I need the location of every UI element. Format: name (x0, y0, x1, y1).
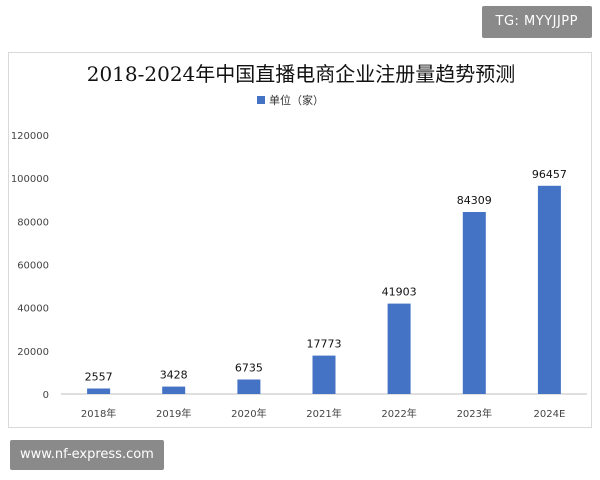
x-tick-label: 2021年 (306, 407, 341, 420)
bars-group: 2557 3428 6735 17773 41903 84309 96457 (85, 168, 567, 394)
data-label: 17773 (307, 338, 342, 351)
bar (387, 303, 411, 394)
y-axis-ticks: 0 20000 40000 60000 80000 100000 120000 (11, 131, 49, 401)
bar (462, 212, 486, 394)
watermark-top: TG: MYYJJPP (481, 6, 592, 38)
chart-title: 2018-2024年中国直播电商企业注册量趋势预测 (87, 62, 516, 86)
bar (312, 355, 336, 394)
x-tick-label: 2022年 (381, 407, 416, 420)
data-label: 3428 (160, 369, 188, 382)
y-tick-label: 20000 (17, 347, 49, 358)
data-label: 96457 (532, 168, 567, 181)
data-label: 41903 (382, 286, 417, 299)
y-tick-label: 0 (43, 390, 49, 401)
y-tick-label: 120000 (11, 131, 49, 142)
bar-chart: 2018-2024年中国直播电商企业注册量趋势预测 单位（家） 0 20000 40… (11, 62, 587, 420)
legend-label: 单位（家） (269, 93, 324, 107)
data-label: 2557 (85, 371, 113, 384)
x-tick-label: 2019年 (156, 407, 191, 420)
x-tick-label: 2018年 (81, 407, 116, 420)
x-axis-ticks: 2018年 2019年 2020年 2021年 2022年 2023年 2024E (81, 407, 565, 420)
y-tick-label: 40000 (17, 304, 49, 315)
y-tick-label: 60000 (17, 261, 49, 272)
chart-card: 2018-2024年中国直播电商企业注册量趋势预测 单位（家） 0 20000 40… (8, 52, 592, 428)
legend-swatch (257, 96, 265, 104)
data-label: 6735 (235, 362, 263, 375)
x-tick-label: 2024E (534, 409, 566, 420)
x-tick-label: 2023年 (457, 407, 492, 420)
x-tick-label: 2020年 (231, 407, 266, 420)
watermark-bottom: www.nf-express.com (10, 440, 164, 470)
data-label: 84309 (457, 194, 492, 207)
bar (237, 379, 261, 394)
bar (537, 185, 561, 394)
bar (162, 386, 186, 394)
y-tick-label: 100000 (11, 174, 49, 185)
y-tick-label: 80000 (17, 217, 49, 228)
bar (87, 388, 111, 394)
